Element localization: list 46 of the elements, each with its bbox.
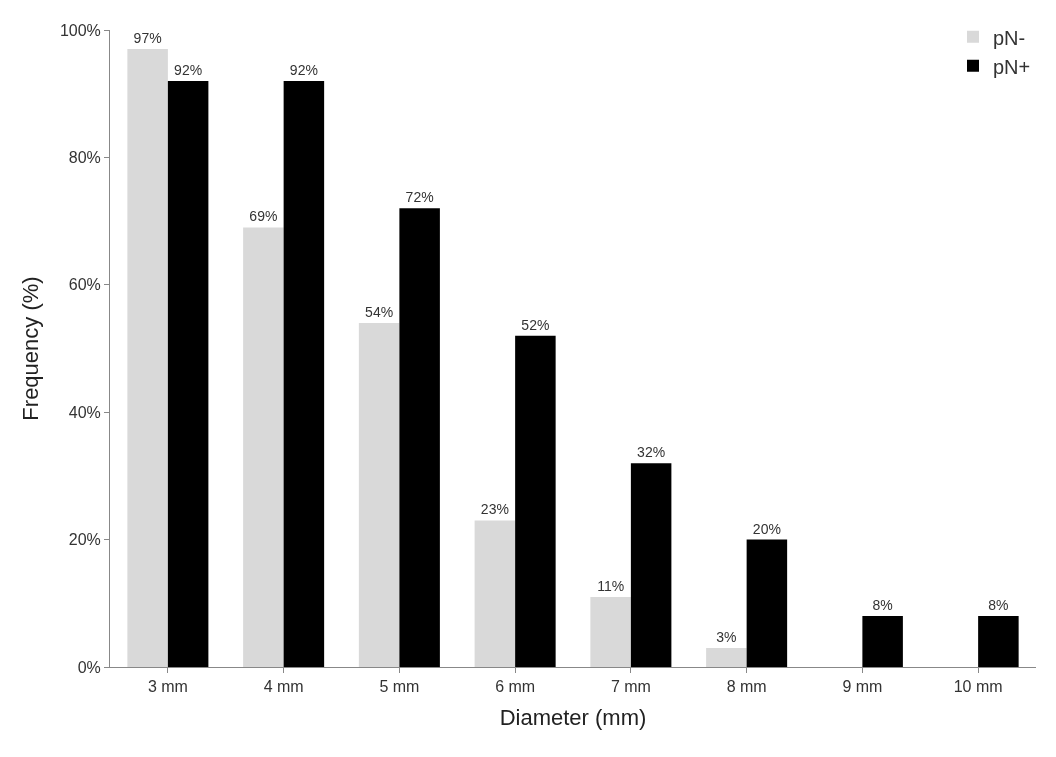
x-tick-label: 4 mm <box>263 678 304 696</box>
bar <box>399 208 440 667</box>
y-tick-label: 80% <box>68 149 101 166</box>
bar <box>243 227 284 667</box>
data-label: 3% <box>716 628 737 645</box>
y-tick-label: 20% <box>68 531 101 549</box>
data-label: 92% <box>174 61 203 78</box>
data-label: 8% <box>988 597 1009 614</box>
y-tick-label: 40% <box>68 403 101 421</box>
x-tick-label: 3 mm <box>147 678 188 696</box>
x-tick-label: 9 mm <box>842 678 883 696</box>
data-label: 32% <box>637 444 666 461</box>
data-label: 8% <box>872 597 893 614</box>
bar <box>630 463 672 667</box>
x-tick-label: 5 mm <box>379 678 420 696</box>
data-label: 20% <box>752 520 781 537</box>
bar <box>515 335 556 667</box>
y-tick-label: 0% <box>77 658 101 676</box>
y-tick-label: 60% <box>68 276 101 294</box>
bar <box>978 616 1019 667</box>
bar <box>474 520 516 667</box>
data-label: 11% <box>597 577 625 594</box>
bar <box>862 616 903 667</box>
data-label: 97% <box>133 30 162 47</box>
data-label: 69% <box>249 208 278 225</box>
x-tick-label: 8 mm <box>726 678 767 696</box>
x-tick-label: 7 mm <box>610 678 651 696</box>
bar <box>590 596 631 667</box>
data-label: 92% <box>289 61 318 78</box>
y-tick-label: 100% <box>59 21 101 39</box>
legend-label: pN- <box>993 26 1026 49</box>
legend-label: pN+ <box>993 55 1031 78</box>
data-label: 54% <box>365 304 394 321</box>
bar <box>746 539 788 667</box>
data-label: 23% <box>480 501 509 518</box>
bar <box>706 647 747 667</box>
y-axis-title: Frequency (%) <box>17 276 43 421</box>
x-tick-label: 6 mm <box>495 678 536 696</box>
x-axis-title: Diameter (mm) <box>499 705 647 731</box>
bar <box>358 323 400 667</box>
x-tick-label: 10 mm <box>953 678 1003 696</box>
bar <box>127 49 168 667</box>
data-label: 52% <box>521 316 550 333</box>
bar <box>167 80 209 667</box>
data-label: 72% <box>405 189 434 206</box>
bar <box>283 80 325 667</box>
